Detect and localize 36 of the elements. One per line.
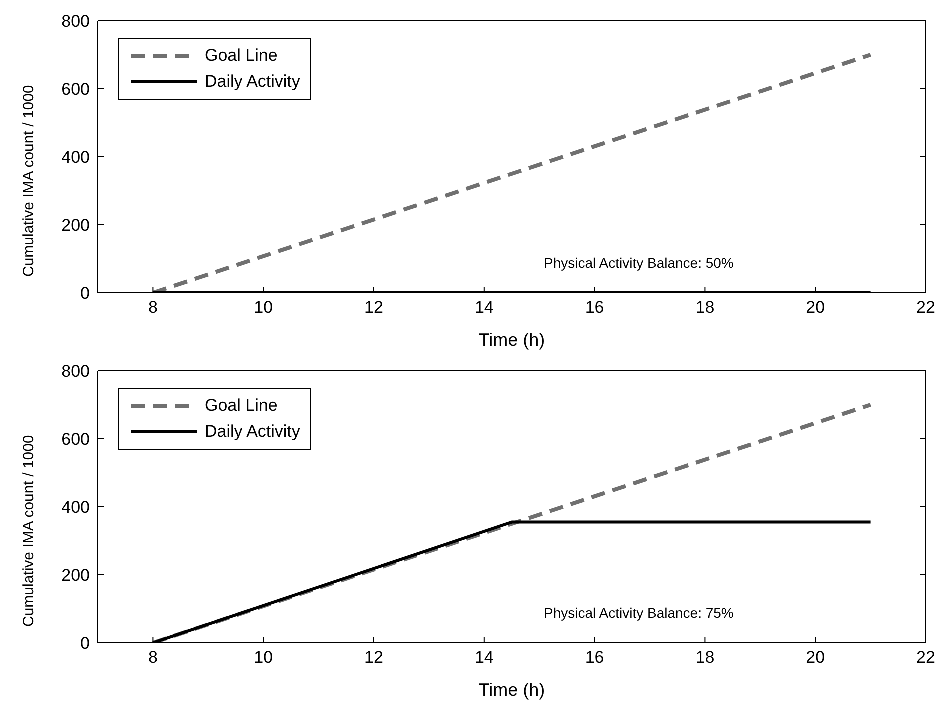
annotation: Physical Activity Balance: 75% bbox=[544, 605, 734, 621]
x-axis-title: Time (h) bbox=[478, 330, 546, 350]
x-tick-label: 10 bbox=[254, 648, 274, 668]
x-tick-label: 16 bbox=[585, 298, 604, 318]
y-tick-label: 0 bbox=[80, 634, 90, 654]
x-tick-label: 20 bbox=[806, 298, 826, 318]
x-tick-label: 16 bbox=[585, 648, 604, 668]
x-tick-label: 14 bbox=[474, 648, 494, 668]
x-tick-label: 22 bbox=[916, 298, 936, 318]
x-axis-title: Time (h) bbox=[478, 680, 546, 700]
x-tick-label: 18 bbox=[696, 648, 715, 668]
y-tick-label: 400 bbox=[62, 498, 90, 518]
annotation: Physical Activity Balance: 50% bbox=[544, 255, 734, 271]
x-tick-label: 12 bbox=[364, 298, 384, 318]
y-tick-label: 800 bbox=[62, 362, 90, 382]
x-tick-label: 20 bbox=[806, 648, 826, 668]
x-tick-label: 18 bbox=[696, 298, 715, 318]
y-tick-label: 800 bbox=[62, 12, 90, 32]
legend-label: Goal Line bbox=[205, 396, 278, 416]
x-tick-label: 12 bbox=[364, 648, 384, 668]
x-tick-label: 10 bbox=[254, 298, 274, 318]
y-axis-title: Cumulative IMA count / 1000 bbox=[20, 85, 38, 277]
x-tick-label: 22 bbox=[916, 648, 936, 668]
legend-label: Goal Line bbox=[205, 46, 278, 66]
legend-label: Daily Activity bbox=[205, 422, 300, 442]
y-tick-label: 600 bbox=[62, 80, 90, 100]
x-tick-label: 14 bbox=[474, 298, 494, 318]
y-tick-label: 600 bbox=[62, 430, 90, 450]
legend-label: Daily Activity bbox=[205, 72, 300, 92]
y-tick-label: 200 bbox=[62, 566, 90, 586]
y-tick-label: 200 bbox=[62, 216, 90, 236]
y-tick-label: 0 bbox=[80, 284, 90, 304]
y-axis-title: Cumulative IMA count / 1000 bbox=[20, 435, 38, 627]
y-tick-label: 400 bbox=[62, 148, 90, 168]
x-tick-label: 8 bbox=[148, 648, 158, 668]
x-tick-label: 8 bbox=[148, 298, 158, 318]
